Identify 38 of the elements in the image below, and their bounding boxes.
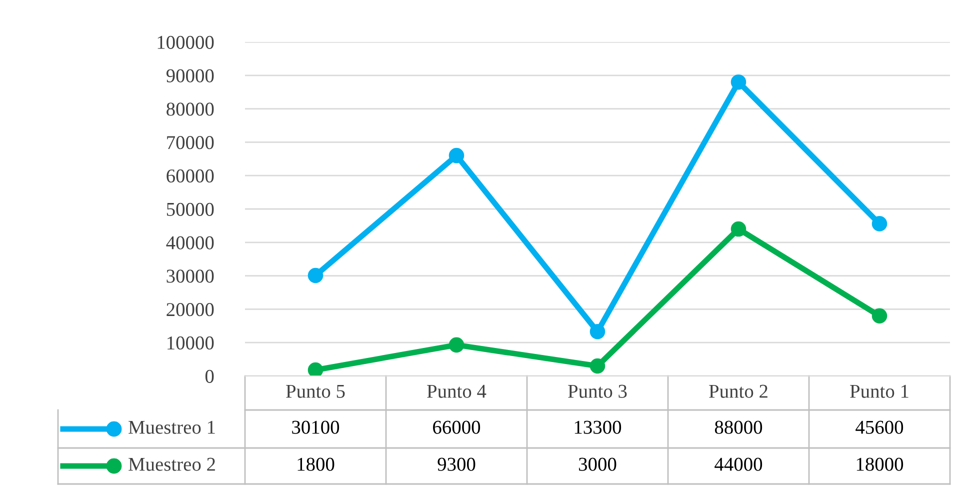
data-label: 45600	[856, 420, 904, 434]
point	[590, 324, 606, 340]
point	[448, 148, 464, 164]
x-tick-label: Punto 5	[286, 384, 345, 398]
y-tick-label: 50000	[166, 202, 214, 216]
data-label: 30100	[292, 420, 340, 434]
point	[730, 221, 746, 237]
y-tick-label: 10000	[168, 336, 214, 350]
x-tick-label: Punto 2	[709, 384, 768, 398]
point	[872, 308, 888, 324]
y-tick-label: 60000	[166, 169, 214, 183]
y-tick-label: 90000	[166, 69, 214, 82]
y-tick-label: 70000	[167, 136, 214, 150]
y-tick-label: 30000	[166, 270, 214, 283]
data-label: 1800	[298, 458, 334, 471]
point	[872, 216, 888, 232]
point	[308, 362, 324, 376]
y-tick-label: 40000	[166, 236, 214, 250]
y-tick-label: 0	[205, 370, 214, 383]
x-tick-label: Punto 3	[568, 384, 627, 398]
legend-label: Muestreo 2	[128, 458, 215, 471]
point	[308, 268, 324, 284]
x-tick-label: Punto 4	[427, 384, 486, 398]
point	[448, 337, 464, 353]
data-label: 3000	[578, 458, 616, 471]
data-label: 18000	[856, 458, 904, 471]
legend-label: Muestreo 1	[128, 420, 215, 434]
data-label: 13300	[574, 420, 622, 434]
point	[590, 358, 606, 374]
y-tick-label: 80000	[166, 102, 214, 116]
y-tick-label: 100000	[158, 36, 214, 49]
data-label: 88000	[714, 420, 762, 434]
data-label: 66000	[433, 420, 480, 434]
point	[730, 74, 746, 90]
y-tick-label: 20000	[166, 303, 214, 316]
x-tick-label: Punto 1	[850, 384, 908, 398]
data-label: 44000	[714, 458, 762, 471]
data-label: 9300	[438, 458, 476, 471]
